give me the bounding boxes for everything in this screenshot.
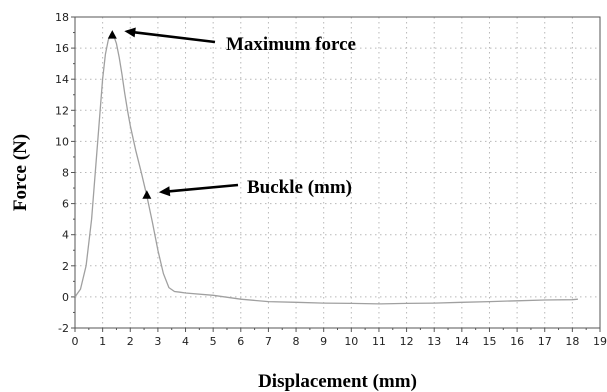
data-markers [107, 30, 152, 199]
buckle-label: Buckle (mm) [247, 177, 352, 198]
x-tick-label: 15 [482, 335, 496, 348]
force-displacement-line [74, 33, 578, 305]
x-tick-label: 18 [565, 335, 579, 348]
x-tick-label: 17 [538, 335, 552, 348]
maximum-force-marker [107, 30, 117, 39]
maximum-force-arrow-head [124, 27, 136, 38]
y-tick-label: 18 [55, 11, 69, 24]
y-tick-label: 16 [55, 42, 69, 55]
x-axis-title: Displacement (mm) [258, 371, 417, 392]
x-tick-label: 16 [510, 335, 524, 348]
x-tick-label: 14 [455, 335, 469, 348]
x-tick-label: 19 [593, 335, 607, 348]
y-tick-label: 0 [62, 291, 69, 304]
y-tick-label: 12 [55, 104, 69, 117]
axis-ticks [71, 16, 601, 332]
x-tick-label: 9 [320, 335, 327, 348]
x-tick-label: 10 [344, 335, 358, 348]
x-tick-label: 12 [400, 335, 414, 348]
buckle-arrow-line [166, 183, 239, 193]
x-tick-label: 13 [427, 335, 441, 348]
y-tick-labels: -2 0 2 4 6 8 10 12 14 16 18 [55, 11, 69, 335]
maximum-force-label: Maximum force [226, 34, 356, 55]
x-tick-label: 5 [210, 335, 217, 348]
annotations: Maximum force Buckle (mm) [124, 27, 356, 198]
x-tick-label: 3 [154, 335, 161, 348]
x-tick-label: 2 [127, 335, 134, 348]
maximum-force-arrow-line [132, 30, 216, 44]
x-tick-label: 0 [72, 335, 79, 348]
y-tick-label: 2 [62, 260, 69, 273]
y-tick-label: 10 [55, 135, 69, 148]
x-tick-label: 7 [265, 335, 272, 348]
y-tick-label: 6 [62, 198, 69, 211]
y-tick-label: -2 [58, 322, 69, 335]
x-tick-label: 4 [182, 335, 189, 348]
buckle-arrow-head [158, 186, 171, 197]
y-tick-label: 8 [62, 167, 69, 180]
x-tick-label: 6 [237, 335, 244, 348]
x-tick-label: 1 [99, 335, 106, 348]
y-axis-title: Force (N) [10, 134, 31, 211]
y-tick-label: 14 [55, 73, 69, 86]
y-tick-label: 4 [62, 229, 69, 242]
x-tick-label: 8 [293, 335, 300, 348]
grid-lines [75, 17, 600, 328]
x-tick-labels: 0 1 2 3 4 5 6 7 8 9 10 11 12 13 14 15 16 17 18 19 [72, 335, 607, 348]
x-tick-label: 11 [372, 335, 386, 348]
plot-frame [74, 16, 601, 329]
buckle-marker [142, 190, 152, 199]
